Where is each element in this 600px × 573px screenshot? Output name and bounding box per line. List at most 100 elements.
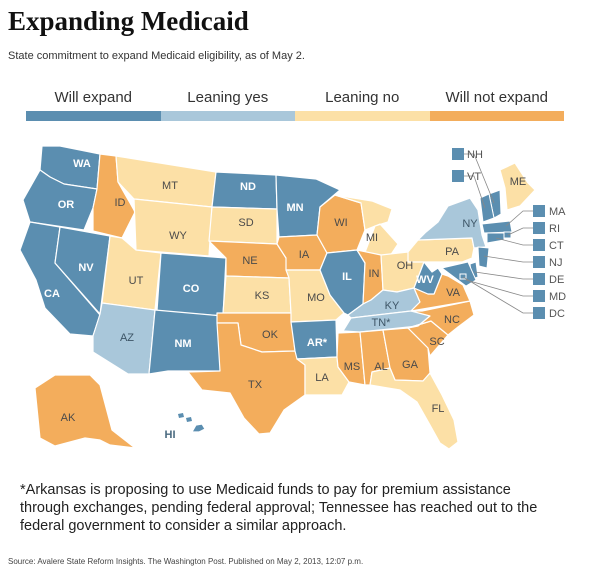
callout-leader-nh — [464, 153, 495, 204]
state-label-il: IL — [342, 271, 352, 283]
state-label-ia: IA — [299, 249, 310, 261]
callout-swatch-md — [533, 290, 545, 302]
state-nj — [477, 246, 490, 269]
states-layer — [19, 145, 536, 450]
legend-swatch — [429, 111, 564, 121]
legend-item-will-not-expand: Will not expand — [429, 89, 564, 123]
callout-leader-ct — [495, 237, 533, 246]
callout-swatch-ct — [533, 239, 545, 251]
state-label-fl: FL — [432, 403, 445, 415]
state-label-tx: TX — [248, 379, 263, 391]
state-label-mn: MN — [286, 202, 303, 214]
state-label-co: CO — [183, 283, 200, 295]
callout-label-md: MD — [549, 291, 566, 303]
state-label-nc: NC — [444, 314, 460, 326]
callout-label-ct: CT — [549, 240, 564, 252]
state-label-ms: MS — [344, 361, 361, 373]
state-vt — [479, 193, 495, 223]
state-label-ky: KY — [385, 300, 400, 312]
legend-label: Leaning yes — [187, 89, 269, 106]
callout-leader-dc — [462, 276, 533, 314]
state-tx — [187, 322, 306, 435]
state-label-ca: CA — [44, 288, 60, 300]
us-map: WA OR CA NV ID MT WY UT AZ CO NM ND SD NE KS OK TX MN IA MO… — [19, 145, 566, 450]
state-label-ut: UT — [129, 275, 144, 287]
callout-leader-ri — [507, 227, 533, 236]
state-label-ny: NY — [462, 218, 478, 230]
state-hi — [191, 423, 206, 433]
callout-leader-vt — [464, 175, 486, 209]
state-ny — [417, 197, 487, 249]
state-label-wv: WV — [416, 274, 434, 286]
state-wy — [133, 198, 213, 257]
state-wv — [413, 261, 443, 295]
state-label-sc: SC — [429, 336, 444, 348]
state-pa — [407, 237, 475, 263]
callout-swatch-vt — [452, 170, 464, 182]
state-label-wy: WY — [169, 230, 187, 242]
callout-swatch-ri — [533, 222, 545, 234]
legend: Will expand Leaning yes Leaning no Will … — [26, 89, 564, 123]
state-label-al: AL — [374, 361, 387, 373]
state-label-ak: AK — [61, 412, 76, 424]
state-label-az: AZ — [120, 332, 134, 344]
legend-item-leaning-yes: Leaning yes — [160, 89, 295, 123]
state-label-oh: OH — [397, 260, 414, 272]
callout-leader-ma — [505, 210, 533, 227]
state-label-ar: AR* — [307, 337, 328, 349]
state-label-mi: MI — [366, 232, 378, 244]
legend-label: Will not expand — [445, 89, 549, 106]
legend-swatch — [26, 111, 161, 121]
state-ri — [503, 231, 512, 239]
state-label-nv: NV — [78, 262, 94, 274]
state-label-ok: OK — [262, 329, 279, 341]
state-label-or: OR — [58, 199, 75, 211]
state-label-ks: KS — [255, 290, 270, 302]
state-label-id: ID — [115, 197, 126, 209]
state-label-ga: GA — [402, 359, 419, 371]
callout-label-nj: NJ — [549, 257, 562, 269]
state-label-nd: ND — [240, 181, 256, 193]
state-fl — [369, 367, 459, 450]
legend-label: Leaning no — [325, 89, 400, 106]
callout-swatch-de — [533, 273, 545, 285]
state-nc — [407, 300, 475, 336]
state-label-va: VA — [446, 287, 461, 299]
state-ct — [486, 232, 505, 244]
callout-label-nh: NH — [467, 149, 483, 161]
legend-label: Will expand — [54, 89, 133, 106]
state-az — [92, 302, 156, 375]
state-hi-island — [178, 413, 184, 418]
state-hi-island — [186, 417, 192, 422]
callout-swatch-dc — [533, 307, 545, 319]
state-label-mt: MT — [162, 180, 178, 192]
callout-leader-md — [465, 279, 533, 297]
callout-swatch-ma — [533, 205, 545, 217]
legend-item-will-expand: Will expand — [26, 89, 161, 123]
state-label-ne: NE — [242, 255, 257, 267]
callout-label-ma: MA — [549, 206, 566, 218]
callout-label-de: DE — [549, 274, 564, 286]
callout-label-ri: RI — [549, 223, 560, 235]
state-ma — [481, 220, 513, 234]
state-label-mo: MO — [307, 292, 325, 304]
state-label-in: IN — [369, 268, 380, 280]
callout-leader-de — [474, 271, 533, 280]
state-ak — [34, 374, 136, 449]
page-title: Expanding Medicaid — [8, 6, 249, 36]
footnote: *Arkansas is proposing to use Medicaid f… — [20, 482, 538, 534]
state-nm — [148, 309, 224, 375]
callout-label-dc: DC — [549, 308, 565, 320]
state-me — [499, 162, 536, 211]
labels-layer: WA OR CA NV ID MT WY UT AZ CO NM ND SD NE KS OK TX MN IA MO… — [44, 158, 526, 441]
state-label-wi: WI — [334, 217, 347, 229]
callout-swatch-nh — [452, 148, 464, 160]
page-subtitle: State commitment to expand Medicaid elig… — [8, 50, 305, 62]
state-label-sd: SD — [238, 217, 253, 229]
callout-leader-nj — [483, 255, 533, 263]
northeast-callouts: NH VT MA RI CT NJ DE MD DC — [452, 148, 566, 320]
source-line: Source: Avalere State Reform Insights. T… — [8, 557, 364, 566]
legend-swatch — [160, 111, 295, 121]
state-label-hi: HI — [165, 429, 176, 441]
callout-label-vt: VT — [467, 171, 481, 183]
